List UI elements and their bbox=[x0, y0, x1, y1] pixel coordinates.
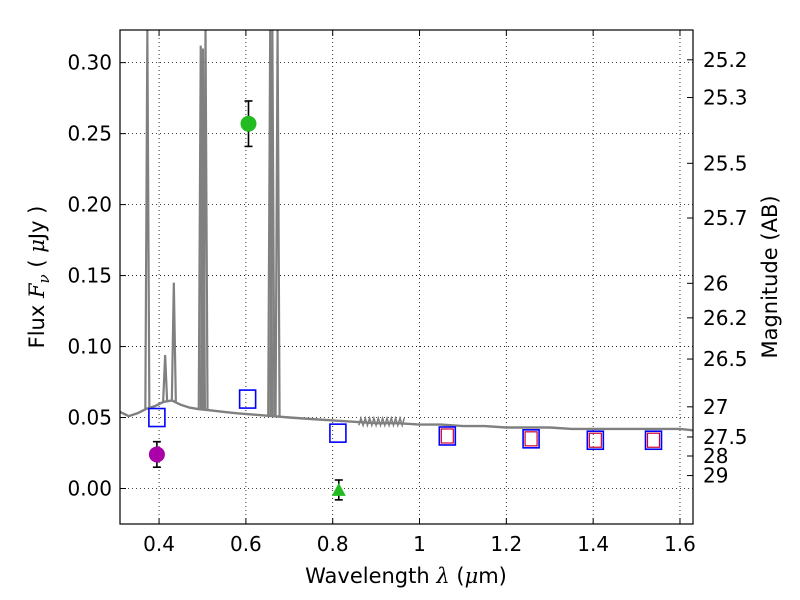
emission-line bbox=[274, 29, 281, 417]
x-tick-label: 1.2 bbox=[490, 532, 522, 556]
observed-flux-point bbox=[148, 446, 165, 463]
model-flux-marker-inner bbox=[646, 432, 661, 448]
emission-line bbox=[162, 355, 169, 402]
mag-tick-label: 29 bbox=[703, 464, 728, 488]
model-flux-marker bbox=[438, 426, 457, 446]
model-flux-marker-inner bbox=[588, 432, 602, 448]
y-tick-label: 0.20 bbox=[67, 193, 112, 217]
y-tick-label: 0.05 bbox=[67, 406, 112, 430]
x-axis-label: Wavelength λ (μm) bbox=[305, 564, 507, 588]
mag-tick-label: 27.5 bbox=[703, 425, 748, 449]
y-tick-label: 0.25 bbox=[67, 122, 112, 146]
mag-tick-label: 25.3 bbox=[703, 86, 748, 110]
template-spectrum bbox=[119, 399, 694, 432]
mag-tick-label: 28 bbox=[703, 444, 728, 468]
x-tick-label: 1.4 bbox=[577, 532, 609, 556]
mag-tick-label: 25.7 bbox=[703, 206, 748, 230]
model-flux-marker bbox=[644, 430, 663, 451]
template-absorption-features bbox=[358, 415, 406, 429]
y-tick-label: 0.10 bbox=[67, 335, 112, 359]
model-flux-marker bbox=[329, 423, 347, 443]
y-tick-label: 0.00 bbox=[67, 477, 112, 501]
model-flux-marker-inner bbox=[440, 428, 454, 444]
mag-tick-label: 26.5 bbox=[703, 347, 748, 371]
y2-axis-label: Magnitude (AB) bbox=[758, 195, 782, 358]
model-flux-marker bbox=[522, 429, 540, 449]
model-flux-marker bbox=[148, 407, 166, 428]
emission-line bbox=[144, 29, 151, 409]
emission-line bbox=[170, 282, 177, 402]
model-flux-marker bbox=[238, 389, 257, 409]
mag-tick-label: 25.5 bbox=[703, 151, 748, 175]
y-axis-label: Flux Fν ( μJy ) bbox=[25, 206, 53, 349]
model-flux-marker-inner bbox=[524, 431, 538, 447]
x-tick-label: 0.6 bbox=[230, 532, 262, 556]
observed-flux-triangle bbox=[331, 482, 346, 496]
mag-tick-label: 27 bbox=[703, 395, 728, 419]
observed-flux-point bbox=[240, 115, 257, 132]
y-tick-label: 0.15 bbox=[67, 264, 112, 288]
x-tick-label: 1 bbox=[413, 532, 426, 556]
axes-frame bbox=[119, 29, 694, 525]
plot-area bbox=[119, 29, 694, 501]
mag-tick-label: 25.2 bbox=[703, 48, 748, 72]
mag-tick-label: 26 bbox=[703, 271, 728, 295]
x-tick-label: 0.8 bbox=[317, 532, 349, 556]
model-flux-marker bbox=[586, 430, 605, 451]
x-tick-label: 0.4 bbox=[143, 532, 175, 556]
y-tick-label: 0.30 bbox=[67, 51, 112, 75]
mag-tick-label: 26.2 bbox=[703, 306, 748, 330]
ticks: 0.4 0.6 0.8 1 1.2 1.4 1.6 0.00 0.05 0.10 0.15 0.20 0… bbox=[67, 30, 748, 556]
x-tick-label: 1.6 bbox=[664, 532, 696, 556]
